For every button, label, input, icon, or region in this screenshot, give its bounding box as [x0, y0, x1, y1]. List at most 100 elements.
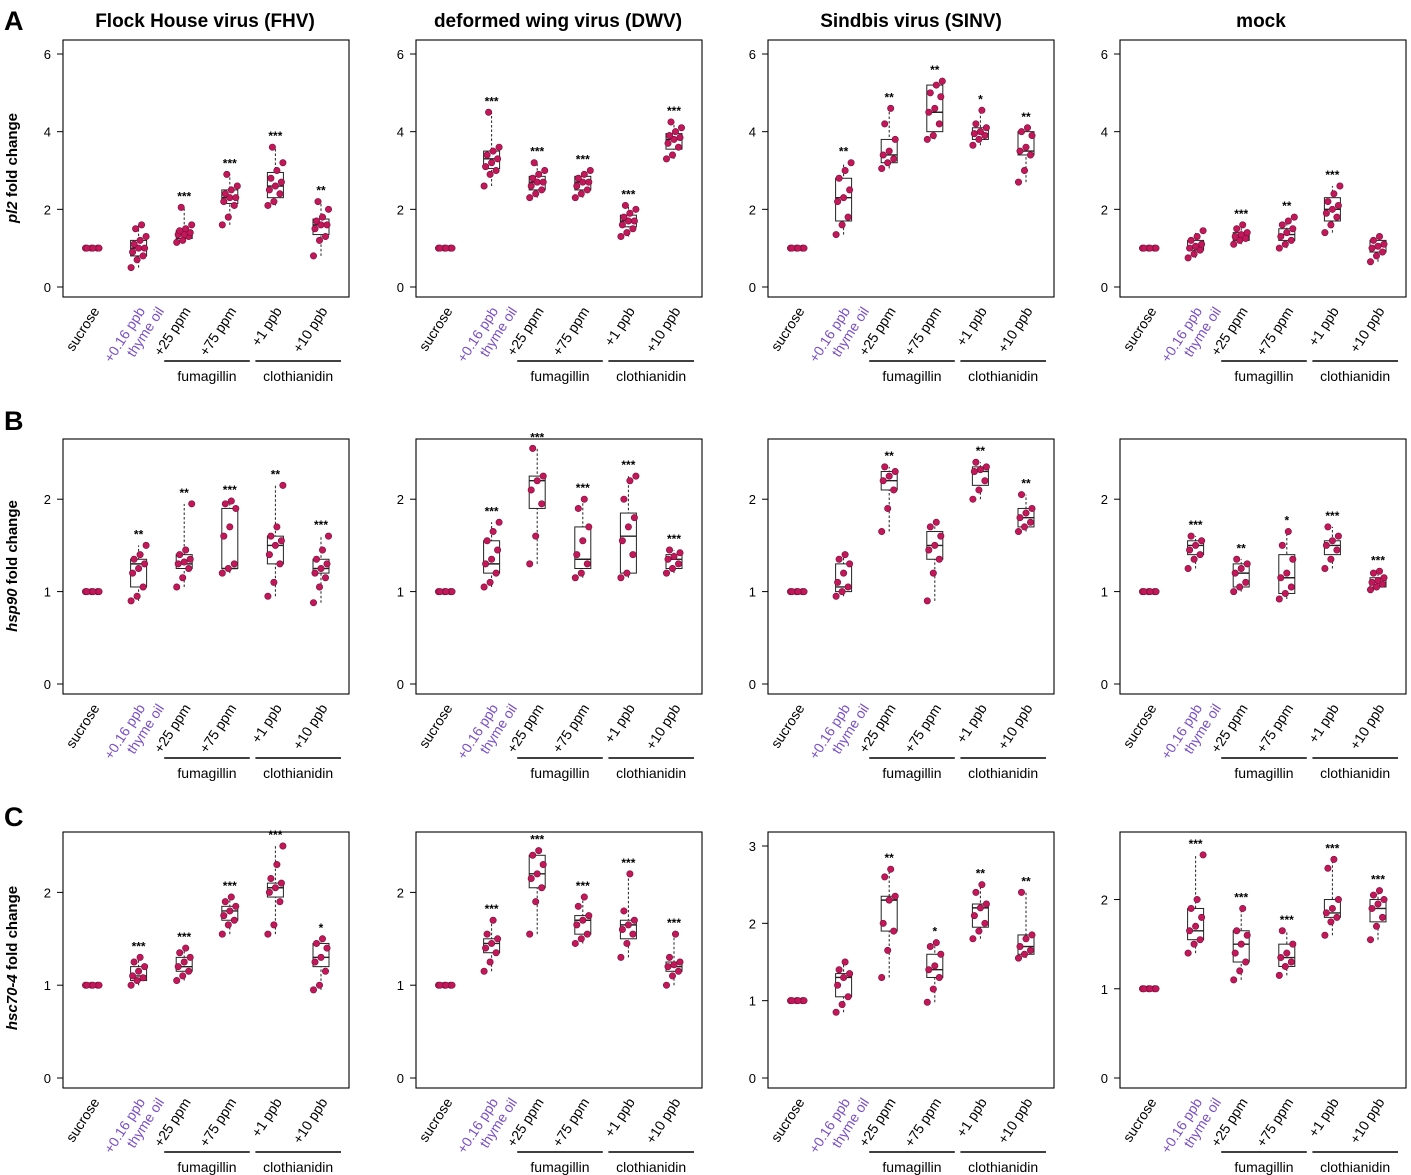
x-tick-label: sucrose [62, 701, 102, 751]
data-point [975, 135, 983, 143]
data-point [486, 958, 494, 966]
group-label-fumagillin: fumagillin [530, 765, 589, 781]
data-point [324, 532, 332, 540]
y-tick-label: 2 [44, 202, 51, 217]
x-tick-label: +1 ppb [248, 701, 285, 746]
data-point [577, 935, 585, 943]
box-6: *** +10 ppb [289, 518, 332, 752]
data-point [1152, 244, 1160, 252]
data-point [1016, 147, 1024, 155]
significance-label: *** [1371, 873, 1385, 887]
data-point [532, 532, 540, 540]
y-tick-label: 0 [44, 280, 51, 295]
data-point [321, 967, 329, 975]
data-point [1024, 124, 1032, 132]
data-point [448, 981, 456, 989]
box-5: *** +1 ppb [601, 856, 638, 1140]
data-point [1321, 931, 1329, 939]
data-point [318, 213, 326, 221]
data-point [529, 174, 537, 182]
box-6: +10 ppb [1346, 233, 1388, 355]
box-5: ** +1 ppb [248, 467, 287, 746]
data-point [1368, 244, 1376, 252]
data-point [136, 953, 144, 961]
y-tick-label: 2 [1101, 893, 1108, 908]
y-axis-label-hsp90: hsp90 fold change [4, 500, 21, 632]
box-5: *** +1 ppb [601, 187, 640, 349]
data-point [878, 528, 886, 536]
data-point [232, 504, 240, 512]
data-point [95, 981, 103, 989]
data-point [1242, 578, 1250, 586]
data-point [224, 564, 232, 572]
data-point [1376, 233, 1384, 241]
y-tick-label: 1 [397, 585, 404, 600]
data-point [978, 106, 986, 114]
data-point [788, 588, 796, 596]
data-point [1140, 985, 1148, 993]
data-point [629, 551, 637, 559]
data-point [1190, 250, 1198, 258]
box-6: ** +10 ppb [994, 477, 1035, 753]
data-point [227, 186, 235, 194]
data-point [532, 190, 540, 198]
data-point [1016, 943, 1024, 951]
data-point [309, 252, 317, 260]
significance-label: *** [1371, 553, 1385, 567]
data-point [276, 898, 284, 906]
data-point [937, 93, 945, 101]
data-point [1278, 541, 1286, 549]
data-point [623, 229, 631, 237]
box-5: *** +1 ppb [1305, 841, 1342, 1139]
data-point [1284, 217, 1292, 225]
data-point [264, 930, 272, 938]
data-point [133, 977, 141, 985]
data-point [492, 167, 500, 175]
x-tick-label: +75 ppm [1253, 304, 1296, 359]
data-point [832, 231, 840, 239]
data-point [1187, 236, 1195, 244]
x-tick-label: +10 ppb [994, 701, 1035, 753]
data-point [674, 967, 682, 975]
data-point [324, 205, 332, 213]
data-point [577, 190, 585, 198]
data-point [840, 194, 848, 202]
data-point [1289, 225, 1297, 233]
box-1: sucrose [415, 588, 456, 751]
data-point [179, 236, 187, 244]
data-point [885, 472, 893, 480]
data-point [1233, 927, 1241, 935]
data-point [1192, 242, 1200, 250]
data-point [1281, 589, 1289, 597]
data-point [177, 203, 185, 211]
data-point [129, 248, 137, 256]
significance-label: *** [1234, 207, 1248, 221]
group-label-clothianidin: clothianidin [968, 1159, 1038, 1175]
data-point [1236, 583, 1244, 591]
data-point [318, 935, 326, 943]
data-point [1333, 213, 1341, 221]
data-point [277, 537, 285, 545]
box-4: *** +75 ppm [549, 153, 594, 359]
data-point [230, 560, 238, 568]
box-4: * +75 ppm [1253, 514, 1296, 756]
data-point [585, 178, 593, 186]
data-point [1379, 248, 1387, 256]
significance-label: *** [223, 156, 237, 170]
data-point [1020, 523, 1028, 531]
data-point [130, 240, 138, 248]
data-point [617, 574, 625, 582]
significance-label: *** [621, 187, 635, 201]
data-point [879, 477, 887, 485]
x-tick-label: +1 ppb [1305, 1095, 1342, 1140]
data-point [668, 151, 676, 159]
data-point [1027, 946, 1035, 954]
data-point [230, 916, 238, 924]
data-point [573, 551, 581, 559]
data-point [618, 926, 626, 934]
data-point [1322, 909, 1330, 917]
data-point [834, 578, 842, 586]
data-point [277, 879, 285, 887]
data-point [180, 558, 188, 566]
